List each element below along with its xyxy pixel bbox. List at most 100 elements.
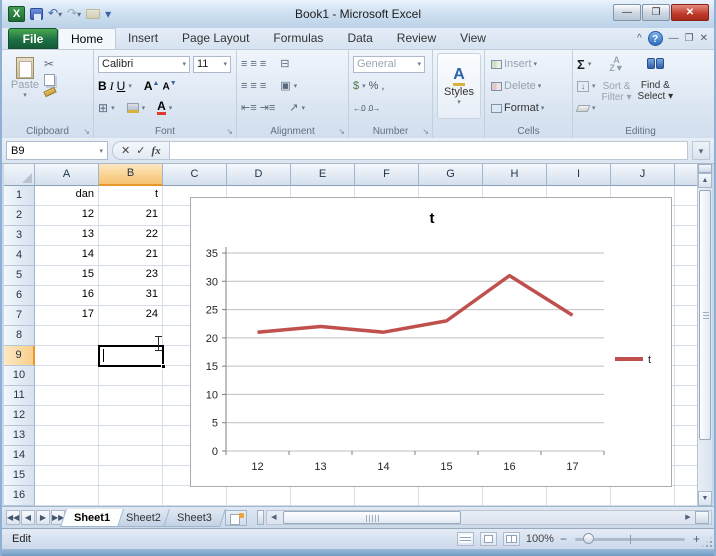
- sort-filter-button[interactable]: A Z▼ Sort & Filter ▾: [602, 53, 632, 119]
- cell-E16[interactable]: [291, 486, 355, 506]
- accounting-format-icon[interactable]: $: [353, 80, 360, 92]
- zoom-out-icon[interactable]: −: [559, 532, 567, 546]
- qat-customize-icon[interactable]: ▾: [105, 7, 112, 21]
- ribbon-tab-insert[interactable]: Insert: [128, 31, 159, 45]
- align-middle-icon[interactable]: ≡: [250, 58, 257, 70]
- orientation-dropdown-icon[interactable]: ▾: [301, 105, 306, 112]
- prev-sheet-icon[interactable]: ◀: [21, 510, 35, 525]
- row-header-2[interactable]: 2: [4, 206, 35, 226]
- align-bottom-icon[interactable]: ≡: [259, 58, 267, 70]
- maximize-button[interactable]: ❐: [642, 4, 670, 21]
- row-header-6[interactable]: 6: [4, 286, 35, 306]
- cell-A7[interactable]: 17: [35, 306, 99, 326]
- cell-B16[interactable]: [99, 486, 163, 506]
- styles-button[interactable]: A Styles ▾: [437, 53, 481, 119]
- row-header-13[interactable]: 13: [4, 426, 35, 446]
- select-all-button[interactable]: [4, 164, 35, 186]
- ribbon-tab-page-layout[interactable]: Page Layout: [182, 31, 250, 45]
- cell-G16[interactable]: [419, 486, 483, 506]
- selected-cell-B9[interactable]: [98, 345, 166, 369]
- align-left-icon[interactable]: ≡: [241, 80, 248, 92]
- cell-A1[interactable]: dan: [35, 186, 99, 206]
- next-sheet-icon[interactable]: ▶: [36, 510, 50, 525]
- bold-button[interactable]: B: [98, 79, 107, 93]
- number-format-combo[interactable]: General ▾: [353, 55, 425, 73]
- column-header-C[interactable]: C: [163, 164, 227, 186]
- minimize-button[interactable]: —: [613, 4, 641, 21]
- workbook-close-icon[interactable]: ✕: [699, 32, 708, 44]
- column-header-J[interactable]: J: [611, 164, 675, 186]
- horizontal-split-handle[interactable]: [695, 511, 709, 524]
- column-header-A[interactable]: A: [35, 164, 99, 186]
- cut-icon[interactable]: ✂: [44, 57, 55, 71]
- column-header-F[interactable]: F: [355, 164, 419, 186]
- find-select-button[interactable]: Find & Select ▾: [638, 53, 673, 119]
- accounting-dropdown-icon[interactable]: ▾: [362, 83, 366, 90]
- workbook-minimize-icon[interactable]: —: [668, 32, 679, 44]
- cell-B5[interactable]: 23: [99, 266, 163, 286]
- merge-dropdown-icon[interactable]: ▾: [293, 83, 298, 90]
- redo-icon[interactable]: ↷▾: [67, 6, 82, 20]
- cell-B14[interactable]: [99, 446, 163, 466]
- horizontal-scroll-thumb[interactable]: [282, 511, 461, 524]
- cell-B15[interactable]: [99, 466, 163, 486]
- clipboard-dialog-launcher-icon[interactable]: ↘: [83, 127, 90, 136]
- formula-input[interactable]: [169, 141, 688, 160]
- percent-style-icon[interactable]: %: [368, 80, 379, 92]
- series-line-t[interactable]: [257, 273, 574, 334]
- zoom-level[interactable]: 100%: [525, 533, 554, 545]
- cell-A5[interactable]: 15: [35, 266, 99, 286]
- number-dialog-launcher-icon[interactable]: ↘: [422, 127, 429, 136]
- scroll-right-icon[interactable]: ▶: [685, 514, 691, 521]
- cell-A2[interactable]: 12: [35, 206, 99, 226]
- fill-icon[interactable]: ↓: [577, 80, 589, 92]
- cell-B4[interactable]: 21: [99, 246, 163, 266]
- row-header-1[interactable]: 1: [4, 186, 35, 206]
- decrease-decimal-icon[interactable]: .0→: [367, 103, 381, 113]
- row-header-12[interactable]: 12: [4, 406, 35, 426]
- column-header-G[interactable]: G: [419, 164, 483, 186]
- borders-dropdown-icon[interactable]: ▾: [111, 105, 115, 112]
- chart-title[interactable]: t: [429, 210, 435, 227]
- font-color-dropdown-icon[interactable]: ▾: [168, 105, 173, 112]
- autosum-dropdown-icon[interactable]: ▾: [587, 61, 592, 68]
- font-color-icon[interactable]: A: [157, 99, 166, 115]
- cell-C16[interactable]: [163, 486, 227, 506]
- enter-entry-icon[interactable]: ✓: [136, 145, 146, 157]
- cell-A14[interactable]: [35, 446, 99, 466]
- cancel-entry-icon[interactable]: ✕: [121, 145, 131, 157]
- page-layout-view-icon[interactable]: [479, 532, 497, 546]
- sheet-tab-sheet3[interactable]: Sheet3: [163, 508, 226, 527]
- normal-view-icon[interactable]: [456, 532, 474, 546]
- collapse-ribbon-icon[interactable]: ^: [636, 32, 642, 44]
- cell-D16[interactable]: [227, 486, 291, 506]
- paste-dropdown-icon[interactable]: ▾: [23, 92, 27, 99]
- vertical-scrollbar[interactable]: ▲ ▼: [697, 164, 712, 506]
- workbook-restore-icon[interactable]: ❐: [684, 32, 694, 44]
- row-header-10[interactable]: 10: [4, 366, 35, 386]
- merge-center-icon[interactable]: ▣: [280, 80, 291, 92]
- insert-cells-button[interactable]: Insert ▾: [489, 53, 568, 75]
- ribbon-tab-review[interactable]: Review: [396, 31, 437, 45]
- page-break-view-icon[interactable]: [502, 532, 520, 546]
- cell-B11[interactable]: [99, 386, 163, 406]
- vertical-split-handle[interactable]: [698, 164, 712, 173]
- resize-grip[interactable]: [702, 537, 712, 547]
- borders-icon[interactable]: ⊞: [98, 101, 109, 115]
- cell-A11[interactable]: [35, 386, 99, 406]
- row-header-3[interactable]: 3: [4, 226, 35, 246]
- cell-A6[interactable]: 16: [35, 286, 99, 306]
- align-center-icon[interactable]: ≡: [250, 80, 257, 92]
- sheet-tab-sheet1[interactable]: Sheet1: [60, 508, 125, 527]
- save-icon[interactable]: [30, 8, 43, 20]
- fill-color-dropdown-icon[interactable]: ▾: [141, 105, 146, 112]
- help-icon[interactable]: ?: [647, 31, 663, 46]
- fill-handle[interactable]: [161, 364, 166, 369]
- close-button[interactable]: ✕: [671, 4, 709, 21]
- embedded-chart[interactable]: t 0 5 10 15 20 25 30 35 12 13 14 15 16 17 t: [190, 197, 672, 487]
- row-header-9[interactable]: 9: [4, 346, 35, 366]
- insert-worksheet-icon[interactable]: [224, 509, 247, 526]
- expand-formula-bar-icon[interactable]: ▾: [692, 141, 710, 160]
- font-dialog-launcher-icon[interactable]: ↘: [226, 127, 233, 136]
- autosum-icon[interactable]: Σ: [577, 56, 585, 72]
